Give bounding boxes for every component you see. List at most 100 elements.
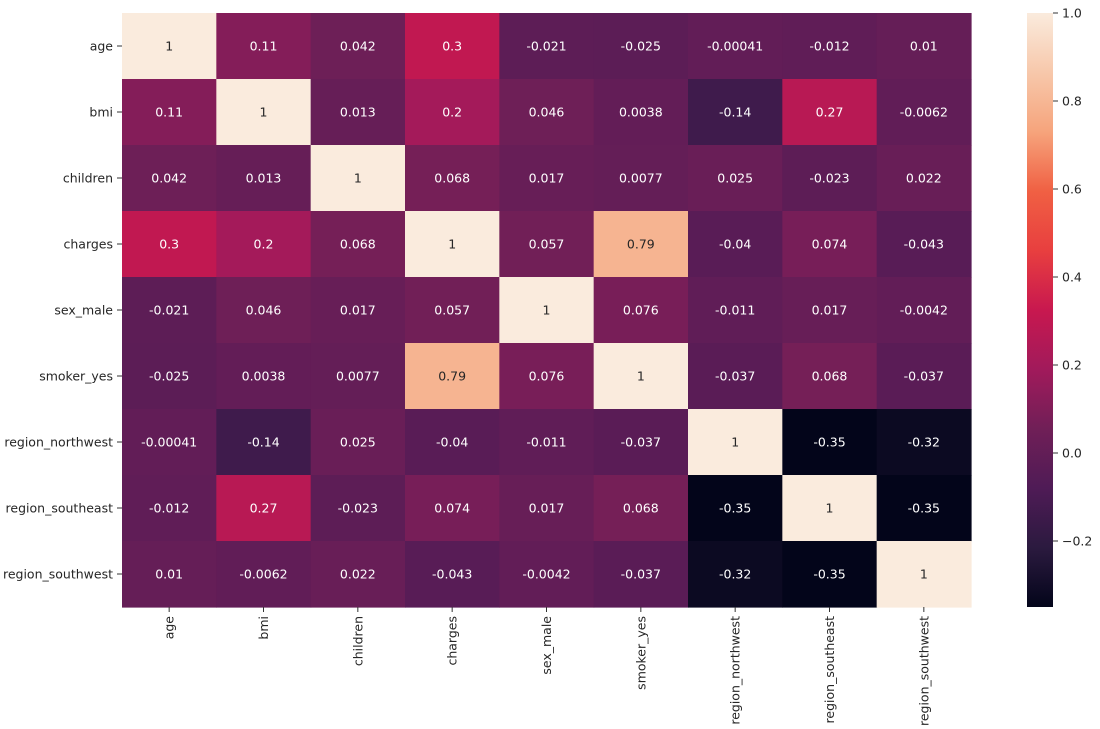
cell-annotation: 0.022	[906, 171, 942, 186]
y-tick-label: bmi	[89, 105, 113, 120]
heatmap-cell	[405, 409, 500, 476]
cell-annotation: 1	[448, 237, 456, 252]
heatmap-cell	[593, 541, 689, 608]
cell-annotation: 0.013	[340, 105, 376, 120]
cell-annotation: -0.037	[715, 369, 755, 384]
cell-annotation: -0.037	[904, 369, 944, 384]
heatmap-cell	[688, 145, 783, 212]
colorbar-tick-label: 0.8	[1062, 94, 1082, 109]
heatmap-cell	[499, 13, 595, 80]
y-tick-label: age	[90, 39, 114, 54]
cell-annotation: -0.011	[526, 435, 566, 450]
cell-annotation: -0.35	[908, 501, 940, 516]
heatmap-cell	[593, 475, 689, 542]
heatmap-cell	[782, 145, 878, 212]
cell-annotation: 0.0038	[619, 105, 663, 120]
y-tick-label: charges	[63, 237, 113, 252]
cell-annotation: -0.025	[149, 369, 189, 384]
heatmap-cell	[216, 145, 312, 212]
cell-annotation: -0.35	[813, 567, 845, 582]
heatmap-cell	[782, 541, 878, 608]
heatmap-cell	[688, 13, 783, 80]
cell-annotation: -0.04	[436, 435, 468, 450]
y-tick-label: children	[63, 171, 113, 186]
heatmap-cell	[499, 145, 595, 212]
cell-annotation: 0.01	[910, 39, 938, 54]
x-tick-label: sex_male	[539, 616, 554, 675]
heatmap-cell	[310, 409, 406, 476]
colorbar: −0.2 0.0 0.2 0.4 0.6 0.8 1.0	[1027, 6, 1092, 607]
heatmap-cell	[310, 541, 406, 608]
heatmap-cell	[876, 475, 972, 542]
cell-annotation: 0.025	[717, 171, 753, 186]
heatmap-cell	[122, 541, 217, 608]
heatmap-cells	[122, 13, 972, 608]
cell-annotation: 0.79	[438, 369, 466, 384]
heatmap-cell	[688, 541, 783, 608]
heatmap-cell	[310, 343, 406, 410]
heatmap-cell	[310, 13, 406, 80]
x-tick-label: smoker_yes	[633, 616, 648, 690]
heatmap-cell	[216, 79, 312, 146]
cell-annotation: 1	[920, 567, 928, 582]
cell-annotation: 0.022	[340, 567, 376, 582]
heatmap-cell	[405, 211, 500, 278]
heatmap-cell	[593, 277, 689, 344]
heatmap-cell	[122, 475, 217, 542]
cell-annotation: 0.2	[442, 105, 462, 120]
cell-annotation: -0.32	[908, 435, 940, 450]
cell-annotation: 1	[165, 39, 173, 54]
heatmap-cell	[122, 79, 217, 146]
y-tick-label: region_southwest	[3, 567, 113, 582]
heatmap-cell	[499, 79, 595, 146]
colorbar-tick-label: 1.0	[1062, 6, 1082, 21]
heatmap-cell	[499, 409, 595, 476]
heatmap-cell	[782, 277, 878, 344]
cell-annotation: -0.04	[719, 237, 751, 252]
cell-annotation: 0.013	[246, 171, 282, 186]
cell-annotation: 0.017	[529, 501, 565, 516]
cell-annotation: 0.11	[250, 39, 278, 54]
heatmap-cell	[876, 145, 972, 212]
x-tick-label: age	[162, 616, 177, 640]
cell-annotation: 0.0077	[619, 171, 663, 186]
cell-annotation: 0.017	[529, 171, 565, 186]
cell-annotation: -0.021	[149, 303, 189, 318]
cell-annotation: -0.0062	[900, 105, 948, 120]
heatmap-cell	[405, 79, 500, 146]
cell-annotation: 0.074	[434, 501, 470, 516]
heatmap-cell	[876, 277, 972, 344]
cell-annotation: -0.00041	[707, 39, 763, 54]
cell-annotation: -0.037	[621, 435, 661, 450]
cell-annotation: 1	[637, 369, 645, 384]
heatmap-cell	[122, 409, 217, 476]
cell-annotation: 0.046	[529, 105, 565, 120]
cell-annotation: -0.14	[247, 435, 279, 450]
heatmap-cell	[216, 541, 312, 608]
cell-annotation: -0.043	[904, 237, 944, 252]
heatmap-cell	[405, 541, 500, 608]
cell-annotation: 0.076	[529, 369, 565, 384]
heatmap-cell	[593, 211, 689, 278]
heatmap-cell	[782, 79, 878, 146]
heatmap-cell	[688, 211, 783, 278]
heatmap-cell	[688, 409, 783, 476]
cell-annotation: -0.00041	[141, 435, 197, 450]
cell-annotation: 0.27	[816, 105, 844, 120]
x-tick-label: children	[350, 616, 365, 666]
cell-annotation: 0.057	[434, 303, 470, 318]
x-tick-label: bmi	[256, 616, 271, 640]
heatmap-cell	[216, 13, 312, 80]
heatmap-cell	[876, 79, 972, 146]
heatmap-cell	[310, 211, 406, 278]
cell-annotation: -0.0042	[900, 303, 948, 318]
cell-annotation: 0.3	[442, 39, 462, 54]
cell-annotation: -0.012	[149, 501, 189, 516]
cell-annotation: 0.057	[529, 237, 565, 252]
colorbar-tick-label: 0.0	[1062, 446, 1082, 461]
cell-annotation: 1	[731, 435, 739, 450]
heatmap-cell	[405, 277, 500, 344]
heatmap-cell	[782, 211, 878, 278]
heatmap-cell	[593, 145, 689, 212]
